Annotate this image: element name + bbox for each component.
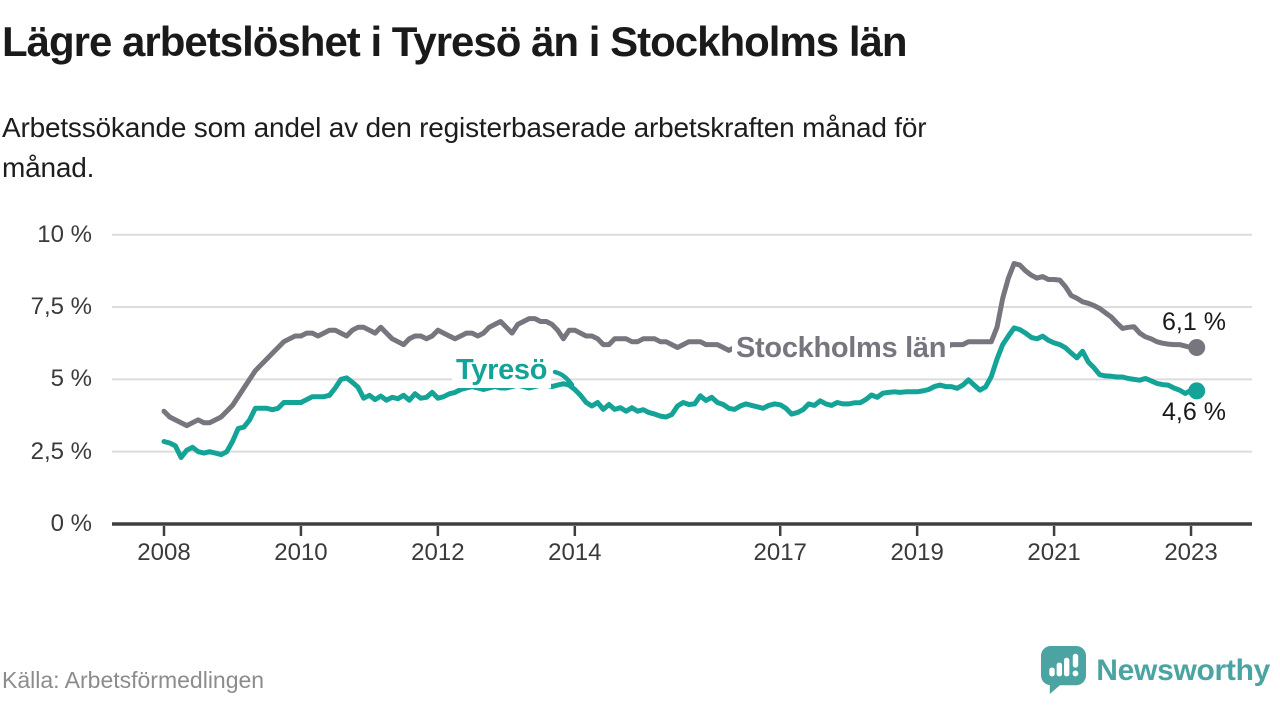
series-label-tyreso: Tyresö — [452, 353, 552, 388]
x-tick-label: 2010 — [274, 539, 328, 566]
x-tick-label: 2021 — [1027, 539, 1081, 566]
x-tick-label: 2019 — [890, 539, 944, 566]
series-label-stockholms-lan: Stockholms län — [732, 331, 951, 366]
newsworthy-speech-bubble-bar-chart-icon — [1041, 646, 1087, 695]
y-tick-label: 7,5 % — [30, 293, 92, 321]
x-tick-label: 2012 — [411, 539, 465, 566]
newsworthy-logo: Newsworthy — [1040, 645, 1270, 697]
chart-subtitle: Arbetssökande som andel av den registerb… — [2, 108, 1222, 188]
source-note: Källa: Arbetsförmedlingen — [2, 667, 265, 693]
x-tick-label: 2008 — [137, 539, 191, 566]
end-value-label-tyreso: 4,6 % — [1162, 398, 1226, 426]
series-line-tyres- — [161, 325, 1200, 460]
y-tick-label: 2,5 % — [30, 437, 92, 465]
y-tick-label: 5 % — [50, 365, 92, 393]
chart-subtitle-line1: Arbetssökande som andel av den registerb… — [2, 112, 927, 143]
series-end-dot — [1188, 339, 1206, 356]
x-tick-label: 2023 — [1164, 539, 1218, 566]
series-end-dot — [1188, 382, 1206, 400]
y-tick-label: 0 % — [50, 510, 92, 537]
chart-subtitle-line2: månad. — [2, 151, 95, 183]
x-tick-label: 2017 — [753, 539, 807, 566]
x-tick-label: 2014 — [548, 539, 602, 566]
series-line-stockholms-l-n — [161, 261, 1200, 429]
y-tick-label: 10 % — [37, 220, 92, 248]
tyreso-label-leader-line — [552, 369, 575, 388]
chart-title: Lägre arbetslöshet i Tyresö än i Stockho… — [2, 18, 908, 65]
end-value-label-stockholms-lan: 6,1 % — [1162, 308, 1226, 336]
newsworthy-wordmark: Newsworthy — [1096, 654, 1270, 687]
